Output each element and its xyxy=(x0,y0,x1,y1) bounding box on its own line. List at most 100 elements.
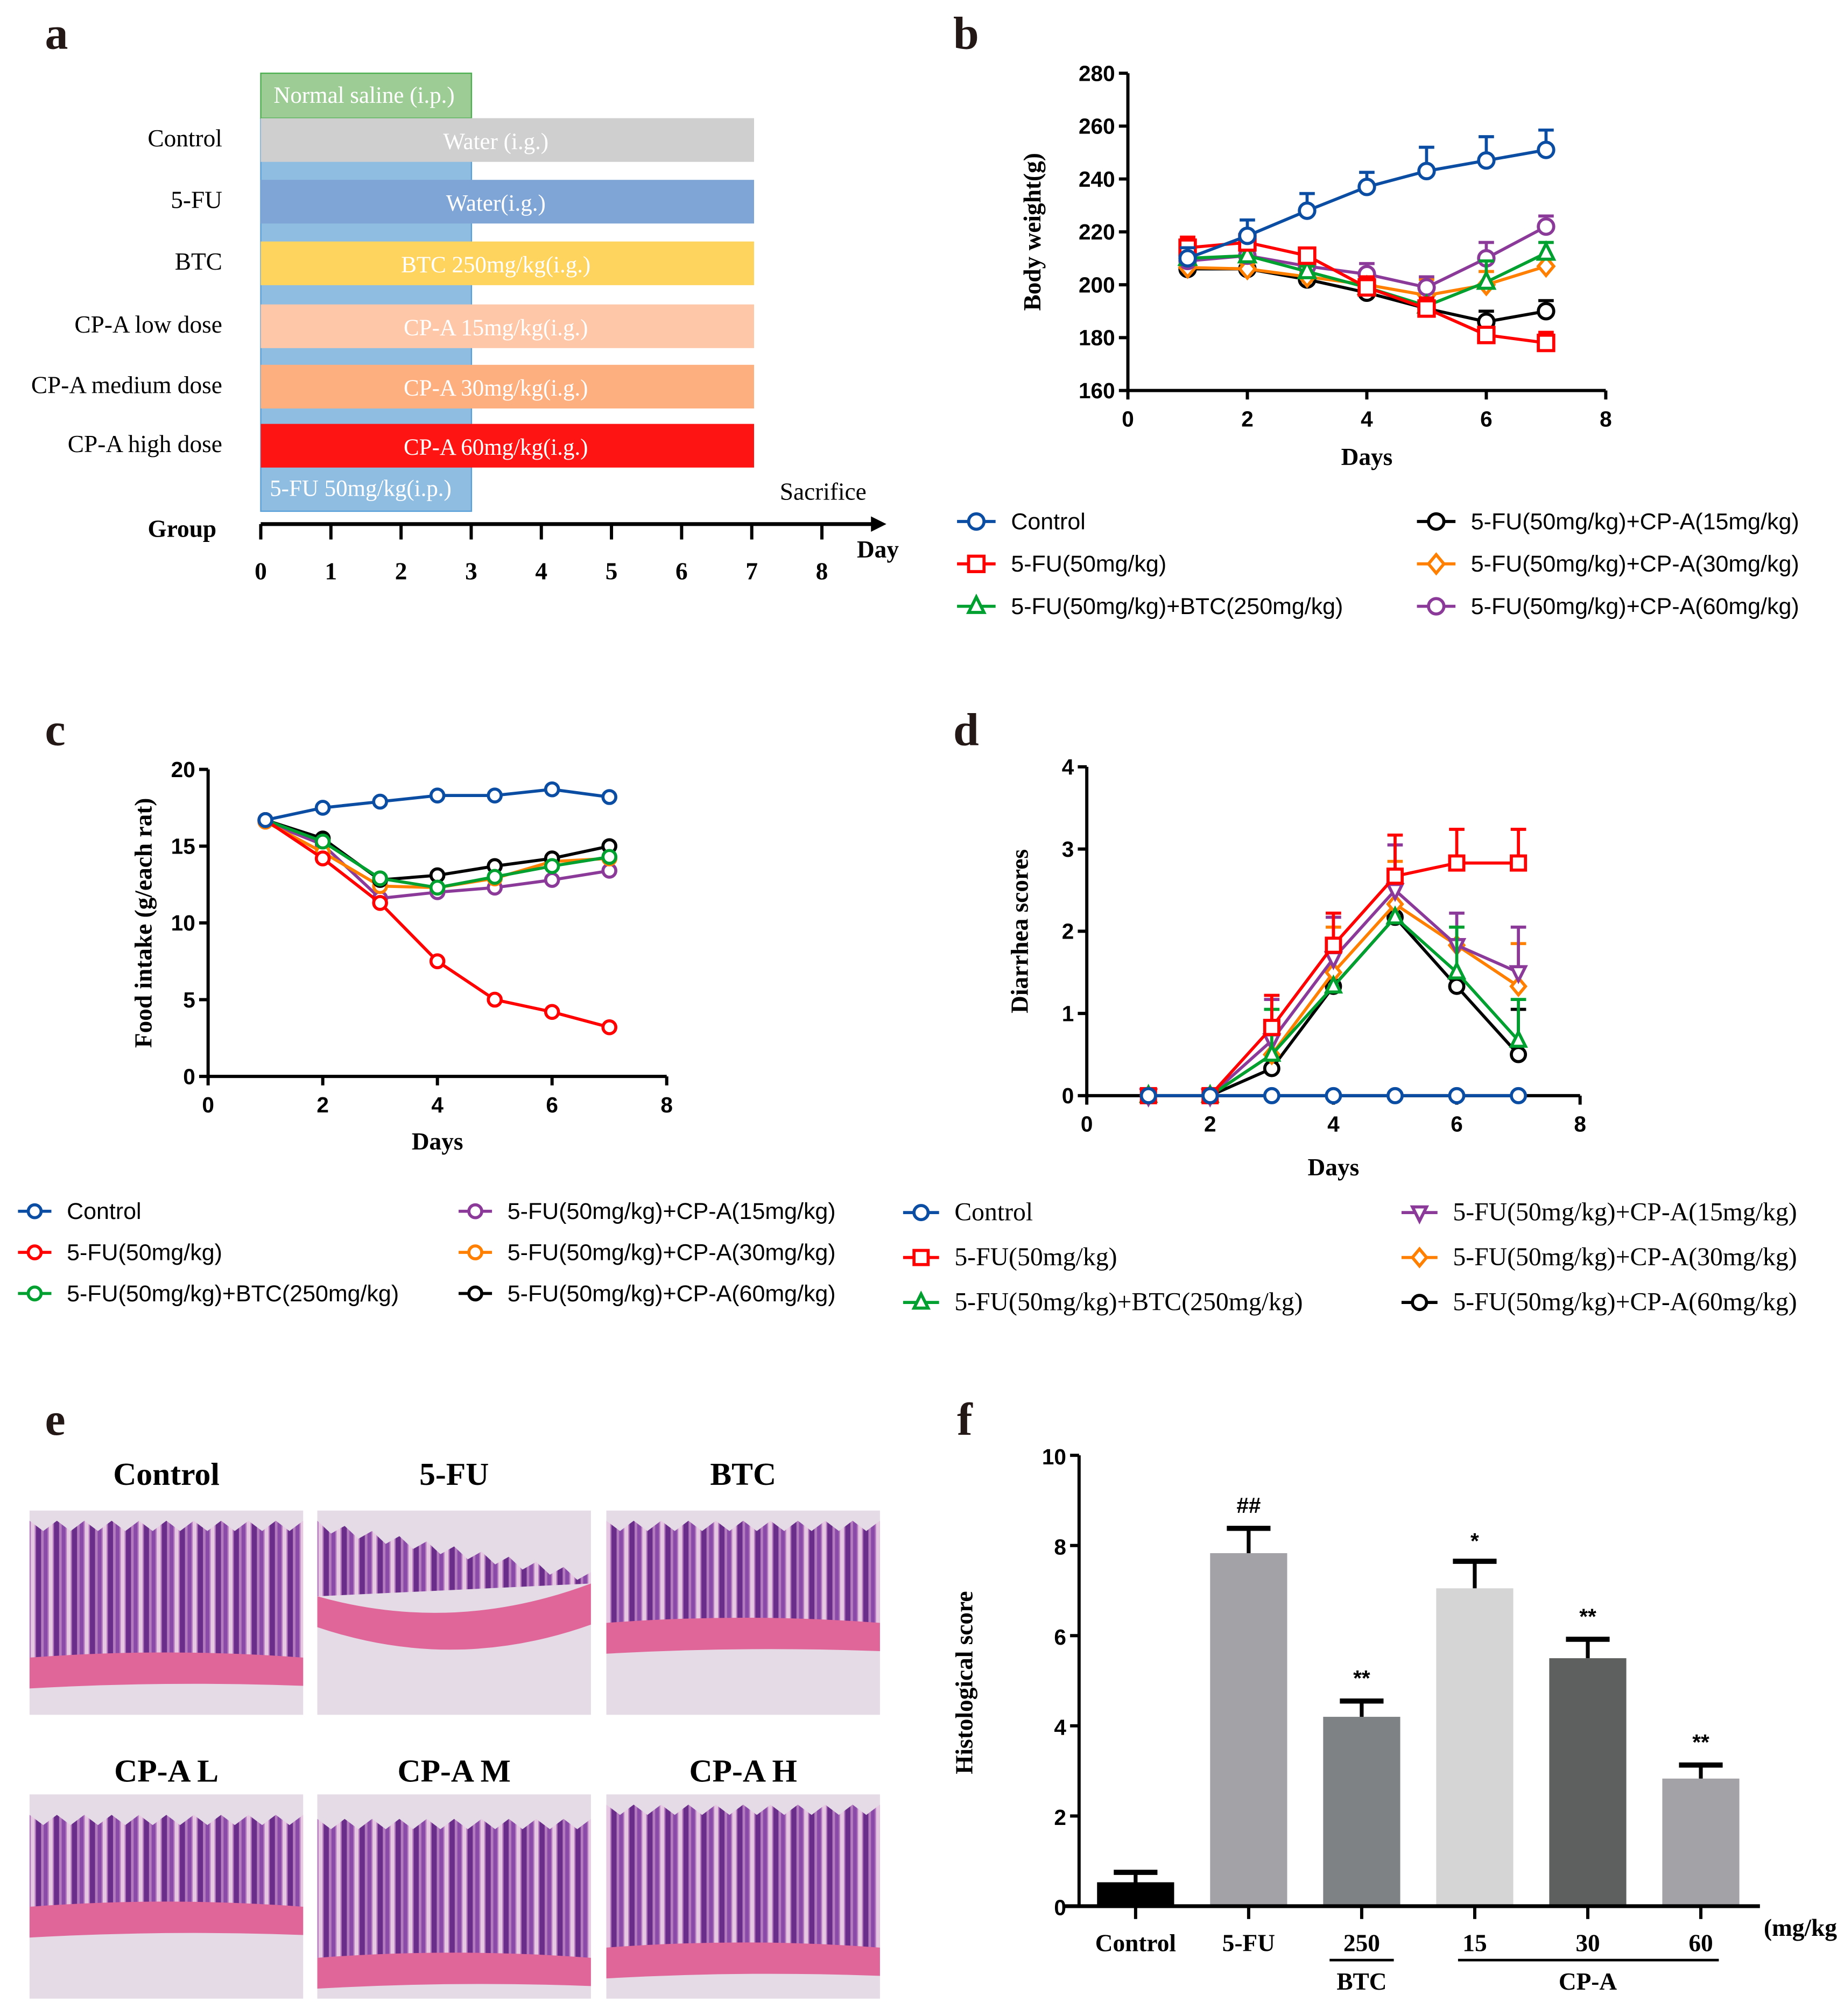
triangle-marker xyxy=(1476,269,1497,290)
square-marker xyxy=(967,554,986,573)
histological-score-chart: Control ## 5-FU ** 250 * 15 ** 30 ** 60 0 2 4 6 8 10 (mg/… xyxy=(951,1444,1837,1995)
triangle-marker xyxy=(1385,905,1405,925)
y-axis-label: Food intake (g/each rat) xyxy=(130,798,157,1048)
legend-item: 5-FU(50mg/kg)+CP-A(30mg/kg) xyxy=(1401,1243,1797,1271)
treatment-label: CP-A 15mg/kg(i.g.) xyxy=(404,315,588,341)
series-Control xyxy=(1139,1087,1528,1104)
legend-label: 5-FU(50mg/kg) xyxy=(67,1239,222,1265)
y-tick-label: 10 xyxy=(1042,1444,1066,1469)
panel-letter-a: a xyxy=(45,8,68,59)
x-tick-label: Control xyxy=(1095,1929,1176,1956)
square-marker xyxy=(1477,326,1496,344)
x-tick-label: 5-FU xyxy=(1222,1929,1275,1956)
y-tick-label: 1 xyxy=(1062,1001,1074,1026)
x-tick-label: 2 xyxy=(316,1092,329,1117)
legend-label: 5-FU(50mg/kg)+CP-A(15mg/kg) xyxy=(1453,1197,1797,1226)
y-tick-label: 20 xyxy=(171,757,195,782)
legend-item: 5-FU(50mg/kg) xyxy=(903,1243,1117,1271)
legend-label: 5-FU(50mg/kg) xyxy=(1011,551,1166,577)
day-tick-label: 3 xyxy=(465,558,477,584)
x-tick-label: 4 xyxy=(431,1092,444,1117)
x-tick-label: 6 xyxy=(1480,406,1493,431)
legend-item: 5-FU(50mg/kg)+CP-A(60mg/kg) xyxy=(459,1281,836,1307)
group-label: 5-FU xyxy=(171,187,222,214)
circle-marker xyxy=(257,812,273,828)
y-tick-label: 3 xyxy=(1062,837,1074,862)
y-tick-label: 240 xyxy=(1079,167,1115,192)
treatment-bar xyxy=(261,304,755,348)
experimental-design-diagram: Normal saline (i.p.) Water (i.g.) Control… xyxy=(31,72,899,584)
group-label: CP-A medium dose xyxy=(31,371,222,398)
circle-marker xyxy=(967,512,986,531)
triangle-marker xyxy=(1262,1042,1282,1062)
series-5-FU(50mg/kg) xyxy=(257,812,617,1035)
treatment-label: Water(i.g.) xyxy=(446,191,546,216)
circle-marker xyxy=(601,849,617,865)
legend-label: 5-FU(50mg/kg)+CP-A(60mg/kg) xyxy=(1453,1287,1797,1316)
circle-marker xyxy=(601,789,617,805)
circle-marker xyxy=(429,879,446,896)
villi-layer xyxy=(29,1520,304,1658)
circle-marker xyxy=(487,869,503,885)
legend-label: 5-FU(50mg/kg)+BTC(250mg/kg) xyxy=(954,1287,1303,1316)
x-tick-label: 2 xyxy=(1241,406,1254,431)
legend: Control 5-FU(50mg/kg) 5-FU(50mg/kg)+BTC(25… xyxy=(903,1197,1797,1316)
circle-marker xyxy=(1139,1087,1157,1104)
y-tick-label: 160 xyxy=(1079,378,1115,403)
legend-label: 5-FU(50mg/kg)+CP-A(30mg/kg) xyxy=(1471,551,1799,577)
y-tick-label: 280 xyxy=(1079,61,1115,86)
circle-marker xyxy=(544,872,560,888)
treatment-bar xyxy=(261,180,755,224)
circle-marker xyxy=(1427,597,1446,616)
y-axis-label: Histological score xyxy=(951,1591,978,1774)
treatment-label: CP-A 30mg/kg(i.g.) xyxy=(404,376,588,401)
square-marker xyxy=(1537,333,1556,353)
legend-item: 5-FU(50mg/kg)+CP-A(15mg/kg) xyxy=(459,1199,836,1224)
circle-marker xyxy=(1238,227,1257,245)
day-axis-label: Day xyxy=(857,536,899,563)
circle-marker xyxy=(372,870,388,886)
triangle-marker xyxy=(1536,240,1557,261)
legend-item: 5-FU(50mg/kg)+CP-A(15mg/kg) xyxy=(1417,509,1799,534)
x-axis-label: Days xyxy=(412,1128,463,1155)
circle-marker xyxy=(1325,1087,1342,1104)
treatment-bar xyxy=(261,241,755,285)
x-tick-label: 2 xyxy=(1204,1112,1216,1137)
group-axis-label: Group xyxy=(147,516,216,542)
cpa-group-label: CP-A xyxy=(1559,1968,1617,1995)
legend-item: 5-FU(50mg/kg)+CP-A(30mg/kg) xyxy=(459,1239,836,1265)
histology-image: CP-A L xyxy=(29,1753,304,1999)
bar xyxy=(1662,1778,1740,1906)
body-weight-chart: 160 180 200 220 240 260 280 0 2 4 6 8 Days Body weigh… xyxy=(957,61,1799,619)
circle-marker xyxy=(314,833,331,850)
day-tick-label: 1 xyxy=(325,558,337,584)
square-marker xyxy=(1325,936,1342,954)
y-tick-label: 0 xyxy=(183,1064,195,1089)
fu-injection-label: 5-FU 50mg/kg(i.p.) xyxy=(270,476,452,501)
circle-marker xyxy=(912,1204,930,1222)
legend: Control 5-FU(50mg/kg) 5-FU(50mg/kg)+BTC(25… xyxy=(957,509,1799,619)
y-tick-label: 200 xyxy=(1079,272,1115,297)
circle-marker xyxy=(487,787,503,803)
y-tick-label: 220 xyxy=(1079,220,1115,244)
y-tick-label: 10 xyxy=(171,911,195,935)
legend-label: Control xyxy=(954,1197,1033,1226)
square-marker xyxy=(1263,1019,1280,1037)
legend-item: 5-FU(50mg/kg)+CP-A(15mg/kg) xyxy=(1401,1197,1797,1226)
x-axis-label: Days xyxy=(1341,443,1393,470)
y-tick-label: 260 xyxy=(1079,114,1115,139)
circle-marker xyxy=(467,1203,483,1220)
y-tick-label: 2 xyxy=(1062,919,1074,944)
legend-label: Control xyxy=(67,1199,141,1224)
legend-item: 5-FU(50mg/kg) xyxy=(957,551,1166,577)
day-tick-label: 8 xyxy=(816,558,828,584)
circle-marker xyxy=(1537,302,1556,321)
x-tick-label: 6 xyxy=(546,1092,558,1117)
histology-title: CP-A L xyxy=(114,1753,219,1788)
legend-item: 5-FU(50mg/kg)+BTC(250mg/kg) xyxy=(957,594,1343,619)
circle-marker xyxy=(1427,512,1446,531)
circle-marker xyxy=(1201,1087,1219,1104)
circle-marker xyxy=(467,1244,483,1260)
y-tick-label: 180 xyxy=(1079,326,1115,350)
